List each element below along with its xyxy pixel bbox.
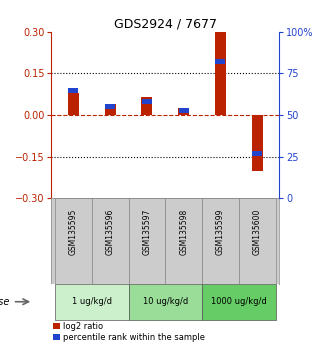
Bar	[142, 97, 152, 115]
Bar	[128, 284, 202, 320]
Bar	[239, 198, 276, 284]
Text: GSM135599: GSM135599	[216, 209, 225, 255]
Bar	[128, 198, 165, 284]
Bar	[55, 198, 92, 284]
Text: GSM135600: GSM135600	[253, 209, 262, 255]
Legend: log2 ratio, percentile rank within the sample: log2 ratio, percentile rank within the s…	[53, 322, 205, 342]
Bar	[105, 104, 116, 115]
Text: GSM135595: GSM135595	[69, 209, 78, 255]
Bar	[92, 198, 128, 284]
Text: GSM135597: GSM135597	[143, 209, 152, 255]
Bar	[178, 108, 189, 115]
Bar	[142, 99, 152, 104]
Text: GSM135598: GSM135598	[179, 209, 188, 255]
Bar	[68, 88, 78, 93]
Bar	[55, 284, 128, 320]
Text: 10 ug/kg/d: 10 ug/kg/d	[143, 297, 188, 306]
Bar	[165, 198, 202, 284]
Bar	[202, 284, 276, 320]
Bar	[202, 198, 239, 284]
Text: 1 ug/kg/d: 1 ug/kg/d	[72, 297, 112, 306]
Title: GDS2924 / 7677: GDS2924 / 7677	[114, 18, 217, 31]
Bar	[68, 93, 79, 115]
Text: dose: dose	[0, 297, 10, 307]
Bar	[215, 32, 226, 115]
Bar	[252, 151, 262, 156]
Bar	[105, 104, 115, 109]
Bar	[252, 115, 263, 171]
Bar	[179, 108, 189, 113]
Text: 1000 ug/kg/d: 1000 ug/kg/d	[211, 297, 267, 306]
Bar	[215, 59, 225, 64]
Text: GSM135596: GSM135596	[106, 209, 115, 255]
